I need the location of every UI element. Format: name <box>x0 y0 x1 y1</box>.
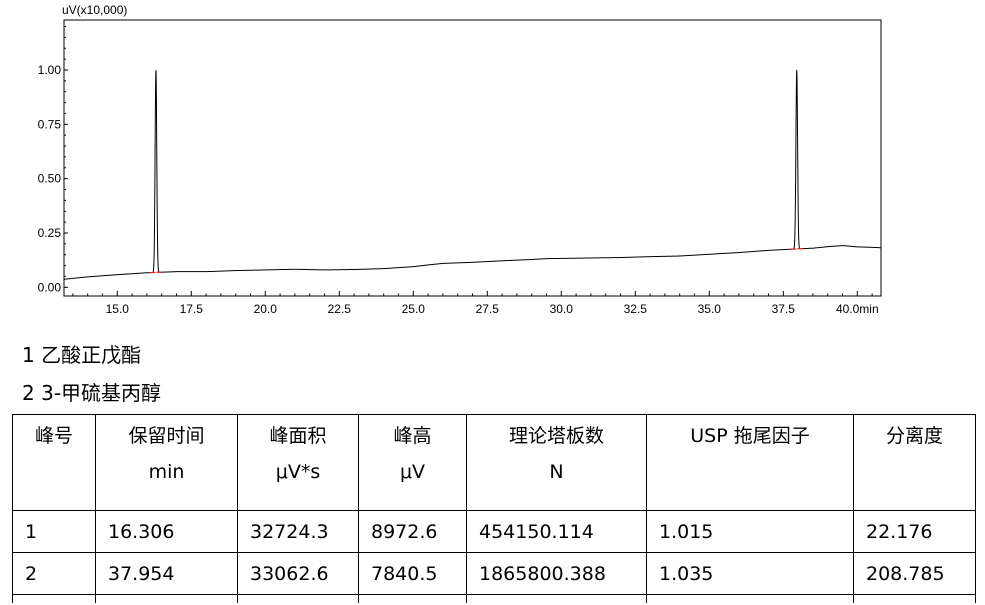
peak-legend-number: 2 <box>22 381 35 405</box>
cell-resolution: 208.785 <box>853 552 976 595</box>
cell-peak-height: 7840.5 <box>358 552 467 595</box>
x-tick-label: 27.5 <box>476 302 500 316</box>
cell-retention-time: 16.306 <box>95 510 238 553</box>
cell-peak-area: 32724.3 <box>237 510 359 553</box>
y-axis: 0.00 0.25 0.50 0.75 1.00 <box>38 26 68 294</box>
header-peak-number: 峰号 <box>12 414 96 511</box>
cell-peak-number: 1 <box>12 510 96 553</box>
table-row: 1 16.306 32724.3 8972.6 454150.114 1.015… <box>12 510 976 553</box>
x-axis: 15.0 17.5 20.0 22.5 25.0 27.5 30.0 32.5 35.0 37.5… <box>72 291 879 316</box>
chromatogram-chart: 0.00 0.25 0.50 0.75 1.00 15.0 17.5 20.0 22.5 25.… <box>38 3 882 316</box>
y-tick-label: 0.25 <box>38 226 62 240</box>
peak-legend-name: 乙酸正戊酯 <box>41 343 142 367</box>
x-tick-label: 25.0 <box>402 302 426 316</box>
x-tick-label: 40.0min <box>836 302 879 316</box>
cell-peak-number: 2 <box>12 552 96 595</box>
cell-peak-height: 8972.6 <box>358 510 467 553</box>
y-tick-label: 0.75 <box>38 117 62 131</box>
cell-theoretical-plates: 1865800.388 <box>466 552 647 595</box>
x-tick-label: 35.0 <box>698 302 722 316</box>
peak-legend-1: 1 乙酸正戊酯 <box>22 343 141 367</box>
header-usp-tailing: USP 拖尾因子 <box>646 414 854 511</box>
x-tick-label: 37.5 <box>772 302 796 316</box>
x-tick-label: 17.5 <box>180 302 204 316</box>
cell-peak-area: 33062.6 <box>237 552 359 595</box>
y-tick-label: 0.00 <box>38 280 62 294</box>
y-axis-unit-label: uV(x10,000) <box>62 3 127 17</box>
x-tick-label: 15.0 <box>106 302 130 316</box>
peak-markers <box>149 248 804 274</box>
header-resolution: 分离度 <box>853 414 976 511</box>
table-header-row: 峰号 保留时间 min 峰面积 μV*s 峰高 μV 理论塔板数 N USP 拖尾因子 … <box>12 414 976 511</box>
x-tick-label: 22.5 <box>328 302 352 316</box>
cell-resolution: 22.176 <box>853 510 976 553</box>
table-row-partial <box>12 594 976 603</box>
peak-legend-number: 1 <box>22 343 35 367</box>
peak-legend-2: 2 3-甲硫基丙醇 <box>22 381 161 405</box>
cell-usp-tailing: 1.035 <box>646 552 854 595</box>
cell-retention-time: 37.954 <box>95 552 238 595</box>
y-tick-label: 0.50 <box>38 172 62 186</box>
cell-theoretical-plates: 454150.114 <box>466 510 647 553</box>
chromatogram-trace <box>63 70 881 280</box>
header-peak-area: 峰面积 μV*s <box>237 414 359 511</box>
x-tick-label: 32.5 <box>624 302 648 316</box>
cell-usp-tailing: 1.015 <box>646 510 854 553</box>
table-row: 2 37.954 33062.6 7840.5 1865800.388 1.03… <box>12 552 976 595</box>
x-tick-label: 30.0 <box>550 302 574 316</box>
header-retention-time: 保留时间 min <box>95 414 238 511</box>
header-peak-height: 峰高 μV <box>358 414 467 511</box>
peak-legend-name: 3-甲硫基丙醇 <box>41 381 162 405</box>
peak-results-table: 峰号 保留时间 min 峰面积 μV*s 峰高 μV 理论塔板数 N USP 拖尾因子 … <box>12 414 976 603</box>
y-tick-label: 1.00 <box>38 63 62 77</box>
header-theoretical-plates: 理论塔板数 N <box>466 414 647 511</box>
plot-frame <box>63 19 882 297</box>
x-tick-label: 20.0 <box>254 302 278 316</box>
